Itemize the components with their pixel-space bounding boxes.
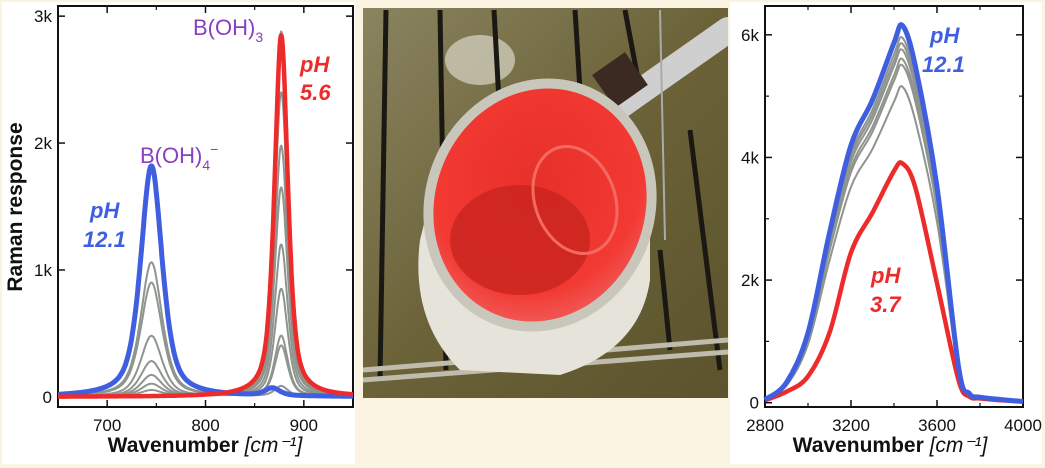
low-ph-label-line1: pH: [299, 52, 330, 77]
y-tick-label: 2k: [34, 134, 52, 153]
series-line-low_ph-1: [58, 32, 353, 399]
y-tick-label: 1k: [34, 261, 52, 280]
y-tick-label: 2k: [741, 271, 759, 290]
series-line-high_ph-7: [763, 22, 1024, 404]
high-ph-label-line2: 12.1: [83, 227, 126, 252]
x-tick-label: 900: [290, 416, 318, 435]
x-tick-label: 3200: [832, 416, 870, 435]
left-chart-bicarbonate-region: 700 800 900 0 1k 2k 3k: [34, 5, 354, 435]
right-low-ph-label-line1: pH: [870, 263, 901, 288]
left-y-axis-title: Raman response: [4, 122, 27, 291]
x-tick-label: 3600: [918, 416, 956, 435]
left-x-axis-title: Wavenumber [cm⁻¹]: [108, 434, 304, 457]
y-tick-label: 0: [43, 388, 52, 407]
right-chart-oh-stretch-region: 2800 3200 3600 4000 0 2k 4k 6k: [741, 5, 1042, 435]
borate-label: B(OH)4−: [140, 141, 218, 173]
x-tick-label: 700: [93, 416, 121, 435]
x-tick-label: 800: [191, 416, 219, 435]
low-ph-label-line2: 5.6: [300, 80, 331, 105]
reactor-photo: [363, 8, 728, 398]
right-high-ph-label-line2: 12.1: [922, 52, 965, 77]
y-tick-label: 4k: [741, 148, 759, 167]
y-tick-label: 3k: [34, 7, 52, 26]
high-ph-label-line1: pH: [89, 198, 120, 223]
y-tick-label: 6k: [741, 26, 759, 45]
series-line-high_ph-0: [58, 163, 353, 399]
boric-acid-label: B(OH)3: [193, 15, 263, 45]
right-low-ph-label-line2: 3.7: [870, 292, 902, 317]
right-x-axis-title: Wavenumber [cm⁻¹]: [793, 434, 989, 457]
y-tick-label: 0: [750, 394, 759, 413]
x-tick-label: 4000: [1004, 416, 1042, 435]
right-high-ph-label-line1: pH: [929, 23, 960, 48]
x-tick-label: 2800: [746, 416, 784, 435]
